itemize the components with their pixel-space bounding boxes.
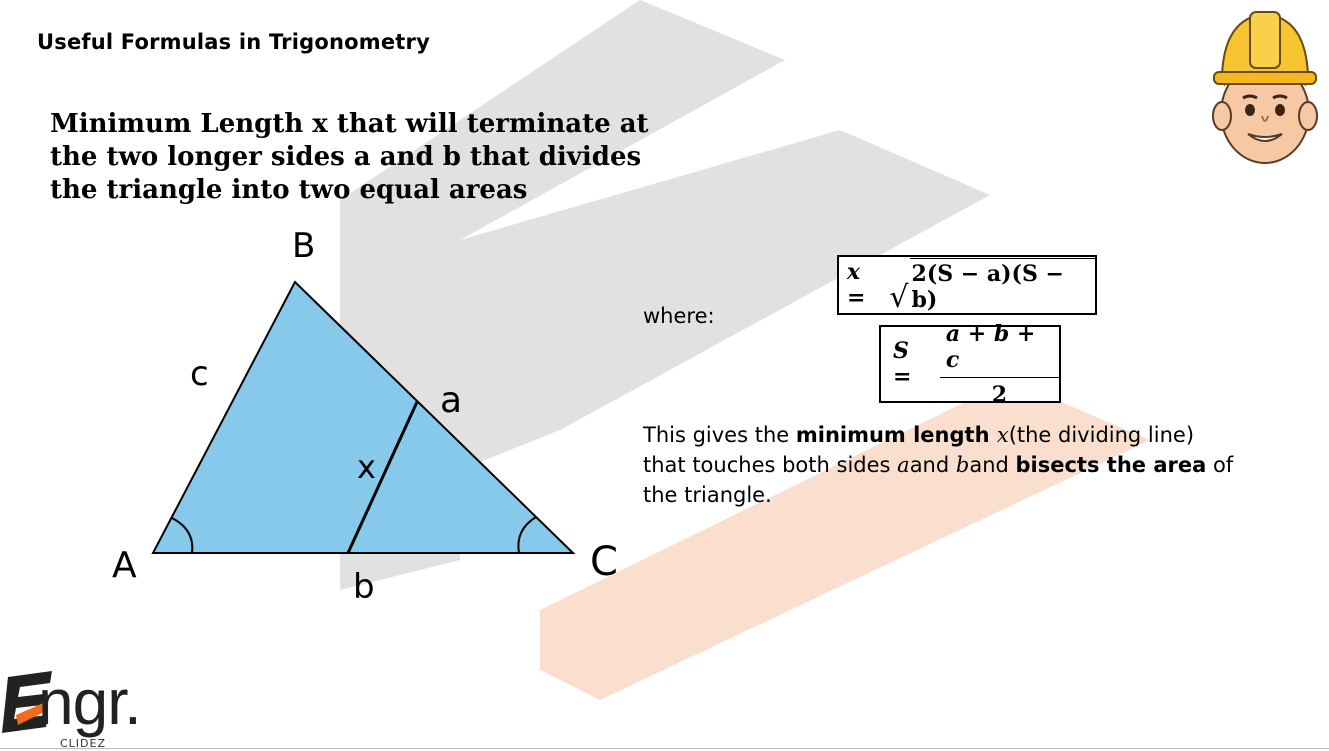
side-label-c: c: [190, 354, 209, 394]
formula-s-box: S = a + b + c 2: [879, 321, 1061, 408]
side-label-b: b: [353, 567, 375, 607]
main-title-line: Minimum Length x that will terminate at: [50, 109, 649, 139]
triangle-shape: [151, 280, 576, 554]
logo-e-icon: [2, 671, 52, 733]
engr-logo: ngr. CLIDEZ: [0, 665, 180, 751]
angle-arc-a: [171, 517, 194, 554]
desc-italic: x: [996, 423, 1009, 447]
bottom-divider: [0, 748, 1329, 749]
vertex-label-c: C: [590, 539, 618, 585]
desc-italic: a: [897, 453, 910, 477]
formula-s-numerator: a + b + c: [939, 321, 1059, 378]
square-root: √ 2(S − a)(S − b): [885, 257, 1095, 315]
main-title-line: the two longer sides a and b that divide…: [50, 142, 642, 172]
desc-text: of the triangle.: [643, 453, 1234, 507]
vertex-label-b: B: [292, 226, 315, 266]
vertex-label-a: A: [112, 545, 137, 586]
desc-text: (the dividing line) that touches both si…: [643, 423, 1195, 477]
main-title: Minimum Length x that will terminate at …: [50, 108, 670, 207]
logo-subtitle: CLIDEZ: [60, 737, 107, 750]
formula-s-denominator: 2: [991, 381, 1008, 408]
desc-text: This gives the: [643, 423, 796, 447]
description-text: This gives the minimum length x(the divi…: [643, 420, 1243, 510]
formula-x-box: x = √ 2(S − a)(S − b): [837, 255, 1097, 315]
desc-italic: b: [955, 453, 970, 477]
desc-bold: bisects the area: [1015, 453, 1207, 477]
side-label-a: a: [440, 380, 462, 421]
formula-s-lhs: S =: [893, 338, 912, 390]
fraction: a + b + c 2: [939, 321, 1059, 408]
formula-x-radicand: 2(S − a)(S − b): [909, 257, 1095, 313]
angle-arc-c: [517, 516, 537, 554]
side-label-x: x: [357, 448, 376, 486]
main-title-line: the triangle into two equal areas: [50, 175, 528, 205]
desc-bold: minimum length: [795, 423, 997, 447]
triangle-diagram: B A C c a b x: [112, 226, 618, 607]
engineer-mascot-icon: [1212, 11, 1318, 164]
radical-sign: √: [889, 279, 909, 315]
header-title: Useful Formulas in Trigonometry: [37, 30, 430, 54]
formula-x-lhs: x =: [847, 259, 866, 311]
desc-text: and: [909, 453, 956, 477]
desc-text: and: [969, 453, 1016, 477]
dividing-line-x: [346, 401, 419, 554]
where-label: where:: [643, 304, 715, 328]
logo-text: ngr.: [38, 666, 142, 738]
